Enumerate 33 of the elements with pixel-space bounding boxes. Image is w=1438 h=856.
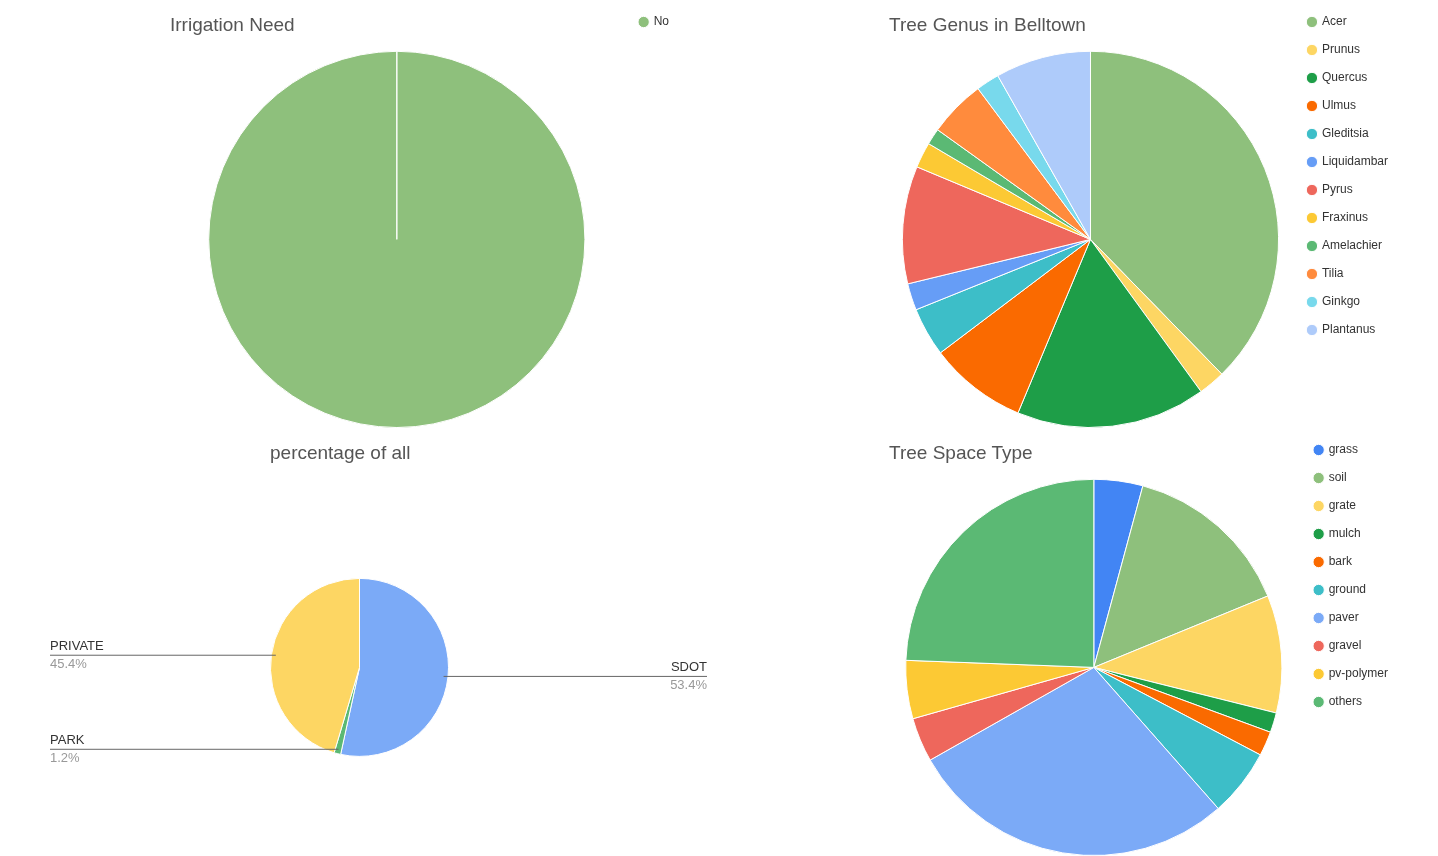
legend-label: soil xyxy=(1328,470,1347,485)
legend-label: Acer xyxy=(1321,14,1347,29)
data-label: 45.4% xyxy=(50,656,88,672)
chart-title: Tree Space Type xyxy=(889,441,1033,463)
slice-label: PRIVATE xyxy=(50,638,105,654)
legend-label: grate xyxy=(1328,498,1357,513)
legend-label: paver xyxy=(1328,610,1359,625)
slice-label: PARK xyxy=(50,732,85,748)
legend-label: Quercus xyxy=(1321,70,1368,85)
legend-label: Fraxinus xyxy=(1321,210,1368,225)
legend-label: No xyxy=(653,14,670,29)
legend-label: pv-polymer xyxy=(1328,666,1389,681)
legend-label: gravel xyxy=(1328,638,1362,653)
legend-label: Ginkgo xyxy=(1321,294,1361,309)
legend-label: Plantanus xyxy=(1321,322,1376,337)
data-label: 1.2% xyxy=(50,750,81,766)
legend-label: mulch xyxy=(1328,526,1361,541)
legend-label: others xyxy=(1328,694,1363,709)
chart-title: Tree Genus in Belltown xyxy=(889,13,1086,35)
legend-label: ground xyxy=(1328,582,1367,597)
legend-label: Pyrus xyxy=(1321,182,1353,197)
legend-label: Tilia xyxy=(1321,266,1344,281)
data-label: 53.4% xyxy=(670,677,708,693)
chart-title: percentage of all xyxy=(270,441,411,463)
slice-label: SDOT xyxy=(670,659,708,675)
chart-title: Irrigation Need xyxy=(170,13,295,35)
legend-label: Ulmus xyxy=(1321,98,1356,113)
legend-label: bark xyxy=(1328,554,1353,569)
legend-label: Prunus xyxy=(1321,42,1360,57)
legend-label: grass xyxy=(1328,442,1358,457)
legend-label: Gleditsia xyxy=(1321,126,1369,141)
legend-label: Amelachier xyxy=(1321,238,1382,253)
legend-label: Liquidambar xyxy=(1321,154,1389,169)
